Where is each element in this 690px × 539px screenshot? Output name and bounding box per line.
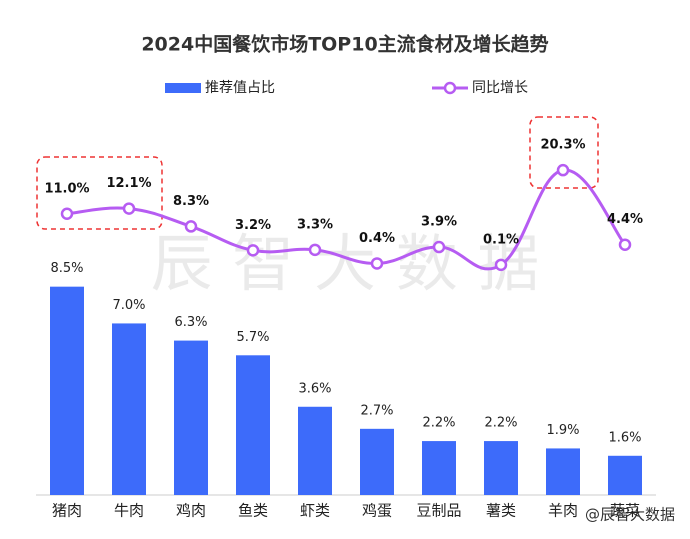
x-tick-label: 鸡肉 — [176, 502, 206, 520]
legend-label: 同比增长 — [472, 80, 528, 96]
line-point — [60, 207, 74, 220]
x-tick-label: 牛肉 — [114, 502, 144, 520]
x-tick-label: 蔬菜 — [610, 502, 640, 520]
line-value-label: 3.3% — [297, 217, 333, 232]
line-value-label: 4.4% — [607, 212, 643, 227]
bar-value-label: 2.2% — [422, 416, 455, 431]
line-point — [494, 258, 508, 272]
x-tick-label: 鸡蛋 — [362, 502, 392, 520]
bar-value-label: 1.9% — [546, 423, 579, 438]
line-point — [432, 240, 446, 254]
x-tick-label: 猪肉 — [52, 502, 82, 520]
line-point — [556, 163, 570, 177]
line-value-label: 20.3% — [540, 138, 585, 153]
legend-swatch — [443, 81, 457, 95]
line-point — [246, 244, 260, 257]
watermark: 辰 智 大 数 据 — [151, 227, 540, 300]
x-tick-label: 薯类 — [486, 502, 516, 520]
x-tick-label: 羊肉 — [548, 502, 578, 520]
bar — [112, 323, 146, 495]
bar-value-label: 6.3% — [174, 315, 207, 330]
line-point — [618, 238, 632, 251]
x-tick-label: 豆制品 — [416, 502, 461, 520]
legend-label: 推荐值占比 — [205, 80, 275, 96]
bar — [298, 406, 332, 495]
line-value-label: 12.1% — [106, 176, 151, 191]
line-value-label: 0.1% — [483, 232, 519, 247]
line-point — [122, 202, 136, 215]
chart-title: 2024中国餐饮市场TOP10主流食材及增长趋势 — [141, 33, 548, 56]
line-value-label: 8.3% — [173, 194, 209, 209]
bar — [50, 286, 84, 495]
bar-value-label: 7.0% — [112, 298, 145, 313]
bar — [484, 441, 518, 495]
line-value-label: 3.9% — [421, 215, 457, 230]
bar — [360, 428, 394, 495]
credit: @辰智大数据 — [585, 506, 675, 524]
bar — [608, 455, 642, 495]
line — [66, 168, 627, 271]
bar — [546, 448, 580, 495]
highlight-box — [529, 116, 599, 189]
line-point — [184, 220, 198, 233]
line-point — [370, 257, 384, 270]
bar-value-label: 2.2% — [484, 416, 517, 431]
bar — [236, 355, 270, 495]
bar-value-label: 1.6% — [608, 430, 641, 445]
bar-value-label: 8.5% — [50, 261, 83, 276]
line-value-label: 11.0% — [44, 181, 89, 196]
line-value-label: 3.2% — [235, 218, 271, 233]
line-value-label: 0.4% — [359, 231, 395, 246]
x-tick-label: 鱼类 — [238, 502, 268, 520]
bar — [174, 340, 208, 495]
bar-value-label: 2.7% — [360, 403, 393, 418]
legend-swatch — [165, 83, 201, 93]
bar-value-label: 5.7% — [236, 330, 269, 345]
highlight-box — [36, 156, 163, 230]
bar-value-label: 3.6% — [298, 381, 331, 396]
bar — [422, 441, 456, 495]
x-tick-label: 虾类 — [300, 502, 330, 520]
line-point — [308, 243, 322, 257]
